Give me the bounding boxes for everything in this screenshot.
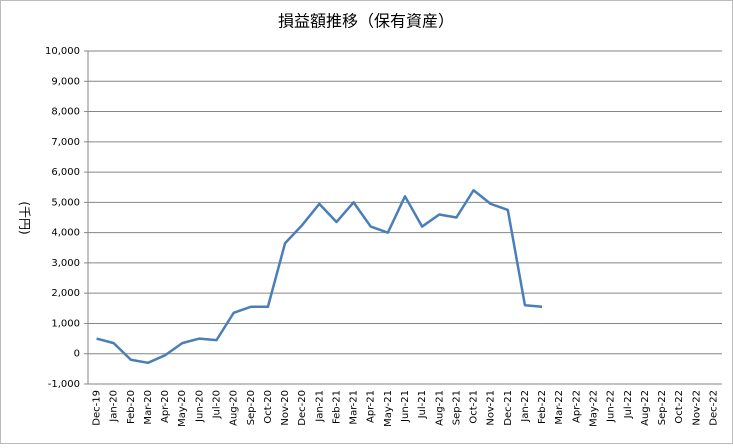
x-tick-label: Oct-22	[674, 390, 685, 424]
x-tick-label: Jun-21	[400, 390, 411, 423]
x-tick-label: Apr-20	[160, 390, 171, 423]
data-line	[96, 189, 543, 365]
y-tick-label: 4,000	[51, 228, 80, 239]
x-tick-label: Jul-22	[623, 390, 634, 419]
x-tick-label: Jul-20	[212, 390, 223, 419]
x-tick-label: May-21	[383, 390, 394, 427]
x-tick-label: Mar-21	[349, 390, 360, 425]
y-tick-label: 6,000	[51, 167, 80, 178]
x-tick-label: Dec-20	[297, 390, 308, 426]
x-tick-label: Dec-19	[92, 390, 103, 426]
x-tick-label: Feb-20	[126, 390, 137, 424]
y-tick-label: -1,000	[48, 379, 80, 390]
x-tick-label: Oct-20	[263, 390, 274, 424]
y-tick-label: 1,000	[51, 318, 80, 329]
x-tick-label: Jan-22	[520, 390, 531, 423]
x-tick-label: May-20	[177, 390, 188, 427]
x-tick-label: Apr-22	[571, 390, 582, 423]
x-tick-label: Aug-22	[640, 390, 651, 426]
x-tick-label: Nov-20	[280, 390, 291, 426]
x-tick-label: Jan-21	[314, 390, 325, 423]
y-tick-label: 10,000	[45, 46, 80, 57]
x-tick-label: Jul-21	[417, 390, 428, 419]
x-tick-label: Dec-22	[708, 390, 719, 426]
y-tick-label: 9,000	[51, 76, 80, 87]
x-tick-label: Sep-20	[246, 390, 257, 425]
x-tick-label: Mar-20	[143, 390, 154, 425]
y-tick-label: 2,000	[51, 288, 80, 299]
y-tick-label: 7,000	[51, 137, 80, 148]
y-tick-label: 3,000	[51, 258, 80, 269]
x-tick-label: Sep-22	[657, 390, 668, 425]
x-tick-label: Feb-21	[331, 390, 342, 424]
y-axis-label: (千円)	[18, 201, 32, 234]
x-tick-label: Aug-21	[434, 390, 445, 426]
y-tick-label: 8,000	[51, 107, 80, 118]
x-tick-label: Mar-22	[554, 390, 565, 425]
x-tick-label: Jun-20	[194, 390, 205, 423]
x-tick-label: Aug-20	[229, 390, 240, 426]
x-tick-label: Oct-21	[469, 390, 480, 424]
x-tick-label: Jan-20	[109, 390, 120, 423]
x-tick-label: Nov-22	[691, 390, 702, 426]
x-tick-label: Sep-21	[451, 390, 462, 425]
x-tick-label: Apr-21	[366, 390, 377, 423]
y-tick-label: 0	[74, 349, 80, 360]
x-tick-label: Feb-22	[537, 390, 548, 424]
x-tick-label: Dec-21	[503, 390, 514, 426]
chart-title: 損益額推移（保有資産）	[278, 12, 454, 31]
x-tick-label: Jun-22	[606, 390, 617, 423]
y-tick-label: 5,000	[51, 197, 80, 208]
x-tick-label: May-22	[588, 390, 599, 427]
x-tick-label: Nov-21	[486, 390, 497, 426]
